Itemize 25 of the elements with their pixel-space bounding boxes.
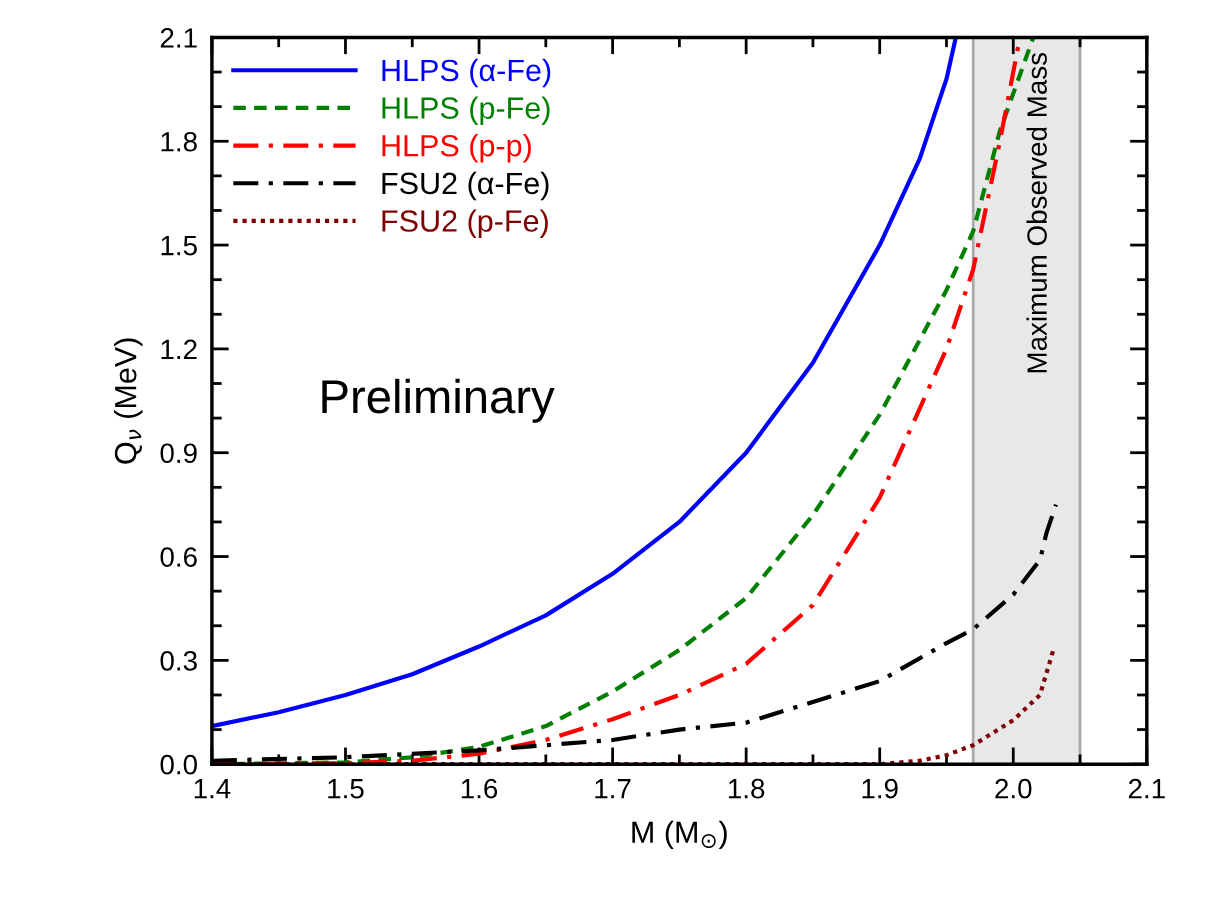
legend-label: FSU2 (p-Fe) bbox=[382, 209, 548, 238]
x-tick-label: 1.5 bbox=[328, 779, 364, 799]
y-tick-label: 1.5 bbox=[161, 236, 197, 256]
x-tick-label: 1.9 bbox=[862, 778, 898, 799]
y-tick-label: 0.0 bbox=[160, 754, 197, 775]
y-tick-label: 1.8 bbox=[161, 131, 197, 152]
y-tick-label: 2.1 bbox=[160, 28, 197, 48]
x-tick-label: 2.0 bbox=[995, 778, 1032, 799]
band-label: Maximum Observed Mass bbox=[1026, 52, 1047, 373]
x-tick-label: 1.4 bbox=[194, 779, 231, 799]
legend-label: HLPS (p-p) bbox=[382, 134, 531, 163]
y-tick-label: 1.2 bbox=[161, 339, 197, 359]
y-tick-label: 0.6 bbox=[160, 547, 197, 567]
annotation: Preliminary bbox=[322, 378, 555, 423]
x-tick-label: 2.1 bbox=[1128, 778, 1165, 799]
x-tick-label: 1.6 bbox=[461, 778, 498, 799]
legend-label: HLPS (α-Fe) bbox=[382, 58, 551, 88]
x-tick-label: 1.8 bbox=[728, 778, 765, 799]
x-axis-title: M (M$_{⊙}$) bbox=[632, 820, 727, 850]
legend-label: HLPS (p-Fe) bbox=[382, 96, 550, 125]
y-tick-label: 0.9 bbox=[160, 443, 197, 464]
x-tick-label: 1.7 bbox=[595, 779, 631, 799]
legend-label: FSU2 (α-Fe) bbox=[382, 171, 549, 201]
y-axis-title: Q$_{ν}$ (MeV) bbox=[114, 338, 143, 464]
y-tick-label: 0.3 bbox=[160, 651, 197, 671]
